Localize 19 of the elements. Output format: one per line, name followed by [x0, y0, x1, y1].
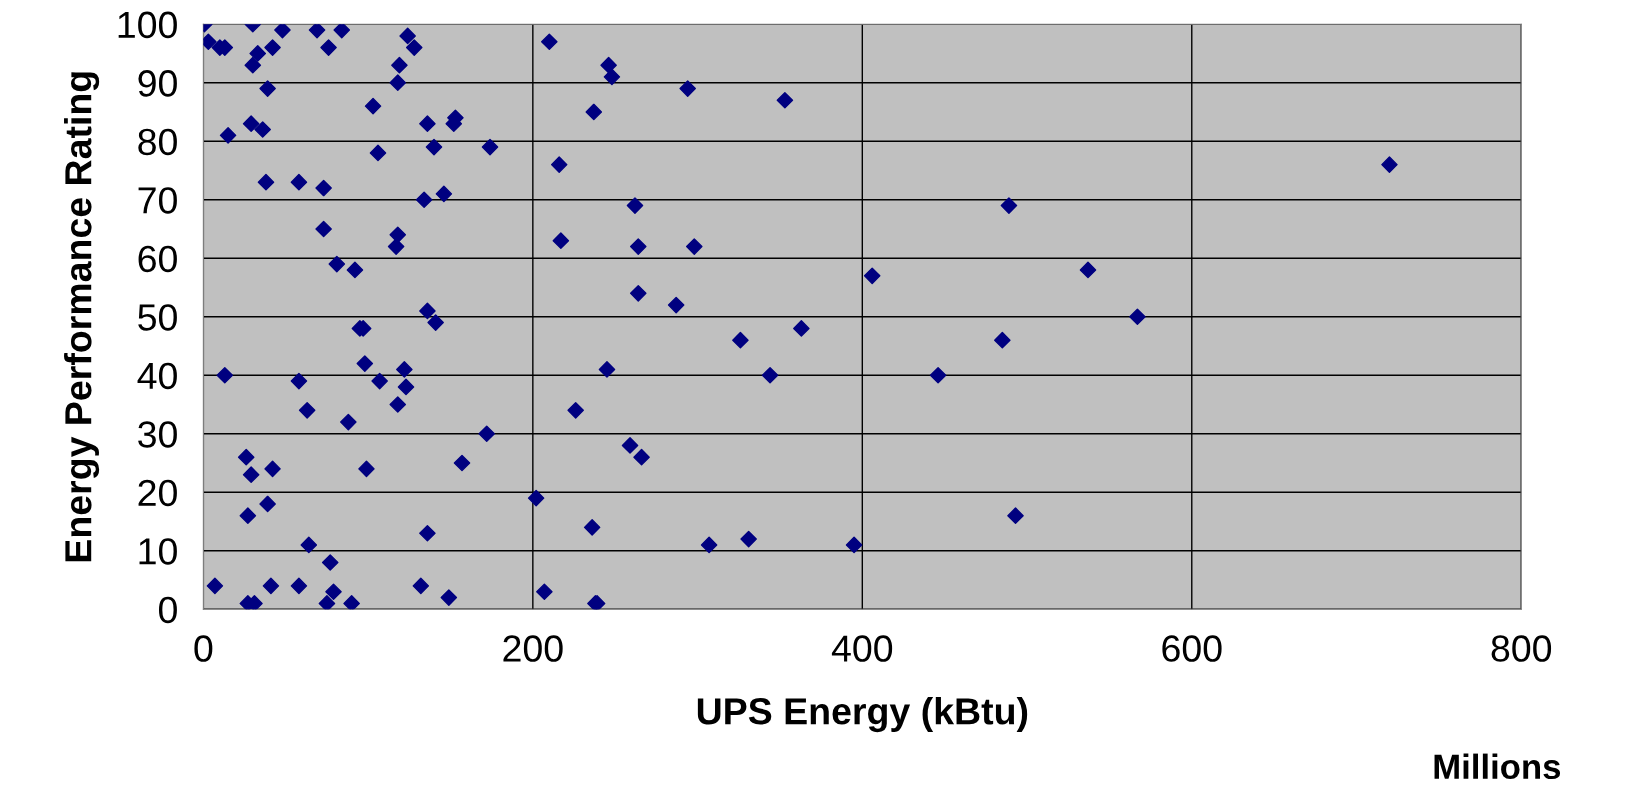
- x-tick-label: 0: [194, 635, 213, 662]
- x-tick-label: 400: [831, 635, 893, 662]
- y-tick-label: 50: [138, 304, 177, 331]
- y-axis-title: Energy Performance Rating: [64, 72, 100, 562]
- y-tick-label: 10: [139, 538, 177, 565]
- x-axis-title: UPS Energy (kBtu): [697, 697, 1028, 733]
- y-tick-label: 0: [158, 596, 177, 624]
- y-tick-label: 30: [138, 421, 177, 448]
- x-tick-label: 200: [503, 635, 563, 662]
- x-tick-label: 600: [1162, 635, 1222, 662]
- text: Millions: [1434, 753, 1561, 780]
- y-tick-label: 20: [138, 479, 177, 507]
- y-tick-label: 80: [138, 128, 177, 156]
- y-tick-label: 60: [138, 245, 177, 273]
- y-tick-label: 70: [138, 187, 177, 214]
- y-tick-label: 40: [137, 362, 177, 390]
- x-tick-label: 800: [1491, 635, 1552, 662]
- y-tick-label: 90: [138, 70, 177, 97]
- y-tick-label: 100: [118, 11, 177, 39]
